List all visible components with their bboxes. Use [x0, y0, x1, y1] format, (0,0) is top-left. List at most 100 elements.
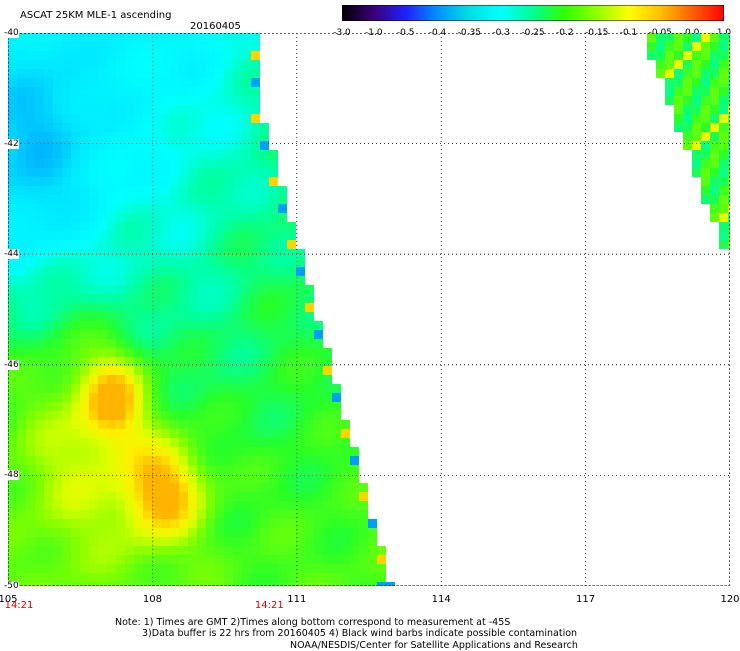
swath-cell — [287, 510, 296, 519]
swath-cell — [287, 492, 296, 501]
swath-cell — [260, 294, 269, 303]
swath-cell — [62, 555, 71, 564]
swath-cell — [35, 420, 44, 429]
swath-cell — [116, 384, 125, 393]
swath-cell — [53, 411, 62, 420]
swath-cell — [125, 195, 134, 204]
swath-cell — [179, 474, 188, 483]
swath-cell — [701, 159, 710, 168]
swath-cell — [332, 564, 341, 573]
swath-cell — [35, 204, 44, 213]
swath-cell — [224, 33, 233, 42]
swath-cell — [98, 528, 107, 537]
swath-cell — [152, 573, 161, 582]
swath-cell — [278, 186, 287, 195]
swath-cell — [179, 285, 188, 294]
swath-cell — [35, 375, 44, 384]
swath-cell — [197, 168, 206, 177]
swath-cell — [71, 249, 80, 258]
swath-cell — [8, 51, 17, 60]
swath-cell — [89, 303, 98, 312]
swath-cell — [197, 393, 206, 402]
swath-cell — [377, 555, 386, 564]
swath-cell — [98, 483, 107, 492]
swath-cell — [197, 249, 206, 258]
swath-cell — [305, 330, 314, 339]
swath-cell — [116, 69, 125, 78]
swath-cell — [71, 123, 80, 132]
swath-cell — [377, 546, 386, 555]
swath-cell — [332, 402, 341, 411]
swath-cell — [17, 438, 26, 447]
swath-cell — [125, 447, 134, 456]
swath-cell — [8, 411, 17, 420]
swath-cell — [269, 186, 278, 195]
swath-cell — [224, 528, 233, 537]
swath-cell — [242, 447, 251, 456]
swath-cell — [170, 555, 179, 564]
swath-cell — [143, 303, 152, 312]
swath-cell — [350, 474, 359, 483]
swath-cell — [179, 510, 188, 519]
swath-cell — [62, 402, 71, 411]
swath-cell — [260, 573, 269, 582]
swath-cell — [260, 258, 269, 267]
swath-cell — [71, 222, 80, 231]
swath-cell — [17, 114, 26, 123]
swath-cell — [17, 411, 26, 420]
swath-cell — [143, 474, 152, 483]
swath-cell — [71, 312, 80, 321]
swath-cell — [269, 339, 278, 348]
swath-cell — [215, 177, 224, 186]
swath-cell — [125, 240, 134, 249]
swath-cell — [251, 483, 260, 492]
swath-cell — [26, 123, 35, 132]
swath-cell — [359, 519, 368, 528]
swath-cell — [296, 384, 305, 393]
swath-cell — [251, 222, 260, 231]
swath-cell — [260, 231, 269, 240]
swath-cell — [206, 546, 215, 555]
swath-cell — [170, 429, 179, 438]
swath-cell — [197, 573, 206, 582]
swath-cell — [125, 213, 134, 222]
swath-cell — [683, 60, 692, 69]
swath-cell — [125, 114, 134, 123]
swath-cell — [80, 375, 89, 384]
swath-cell — [197, 348, 206, 357]
swath-cell — [359, 501, 368, 510]
swath-cell — [8, 195, 17, 204]
longitude-tick-label: 105 — [0, 594, 18, 605]
swath-cell — [215, 96, 224, 105]
swath-cell — [251, 60, 260, 69]
swath-cell — [17, 177, 26, 186]
swath-cell — [206, 465, 215, 474]
swath-cell — [224, 96, 233, 105]
swath-cell — [305, 366, 314, 375]
swath-cell — [170, 258, 179, 267]
swath-cell — [107, 429, 116, 438]
swath-cell — [62, 69, 71, 78]
swath-cell — [233, 546, 242, 555]
swath-cell — [26, 420, 35, 429]
swath-cell — [179, 33, 188, 42]
swath-cell — [107, 312, 116, 321]
swath-cell — [224, 429, 233, 438]
swath-cell — [251, 438, 260, 447]
swath-cell — [161, 96, 170, 105]
swath-cell — [296, 582, 305, 586]
swath-cell — [116, 33, 125, 42]
swath-cell — [116, 51, 125, 60]
swath-cell — [125, 60, 134, 69]
swath-cell — [260, 429, 269, 438]
swath-cell — [242, 285, 251, 294]
swath-cell — [80, 294, 89, 303]
swath-cell — [35, 267, 44, 276]
swath-cell — [251, 537, 260, 546]
swath-cell — [287, 474, 296, 483]
swath-cell — [17, 222, 26, 231]
swath-cell — [296, 510, 305, 519]
swath-cell — [269, 501, 278, 510]
swath-cell — [161, 42, 170, 51]
swath-cell — [296, 411, 305, 420]
